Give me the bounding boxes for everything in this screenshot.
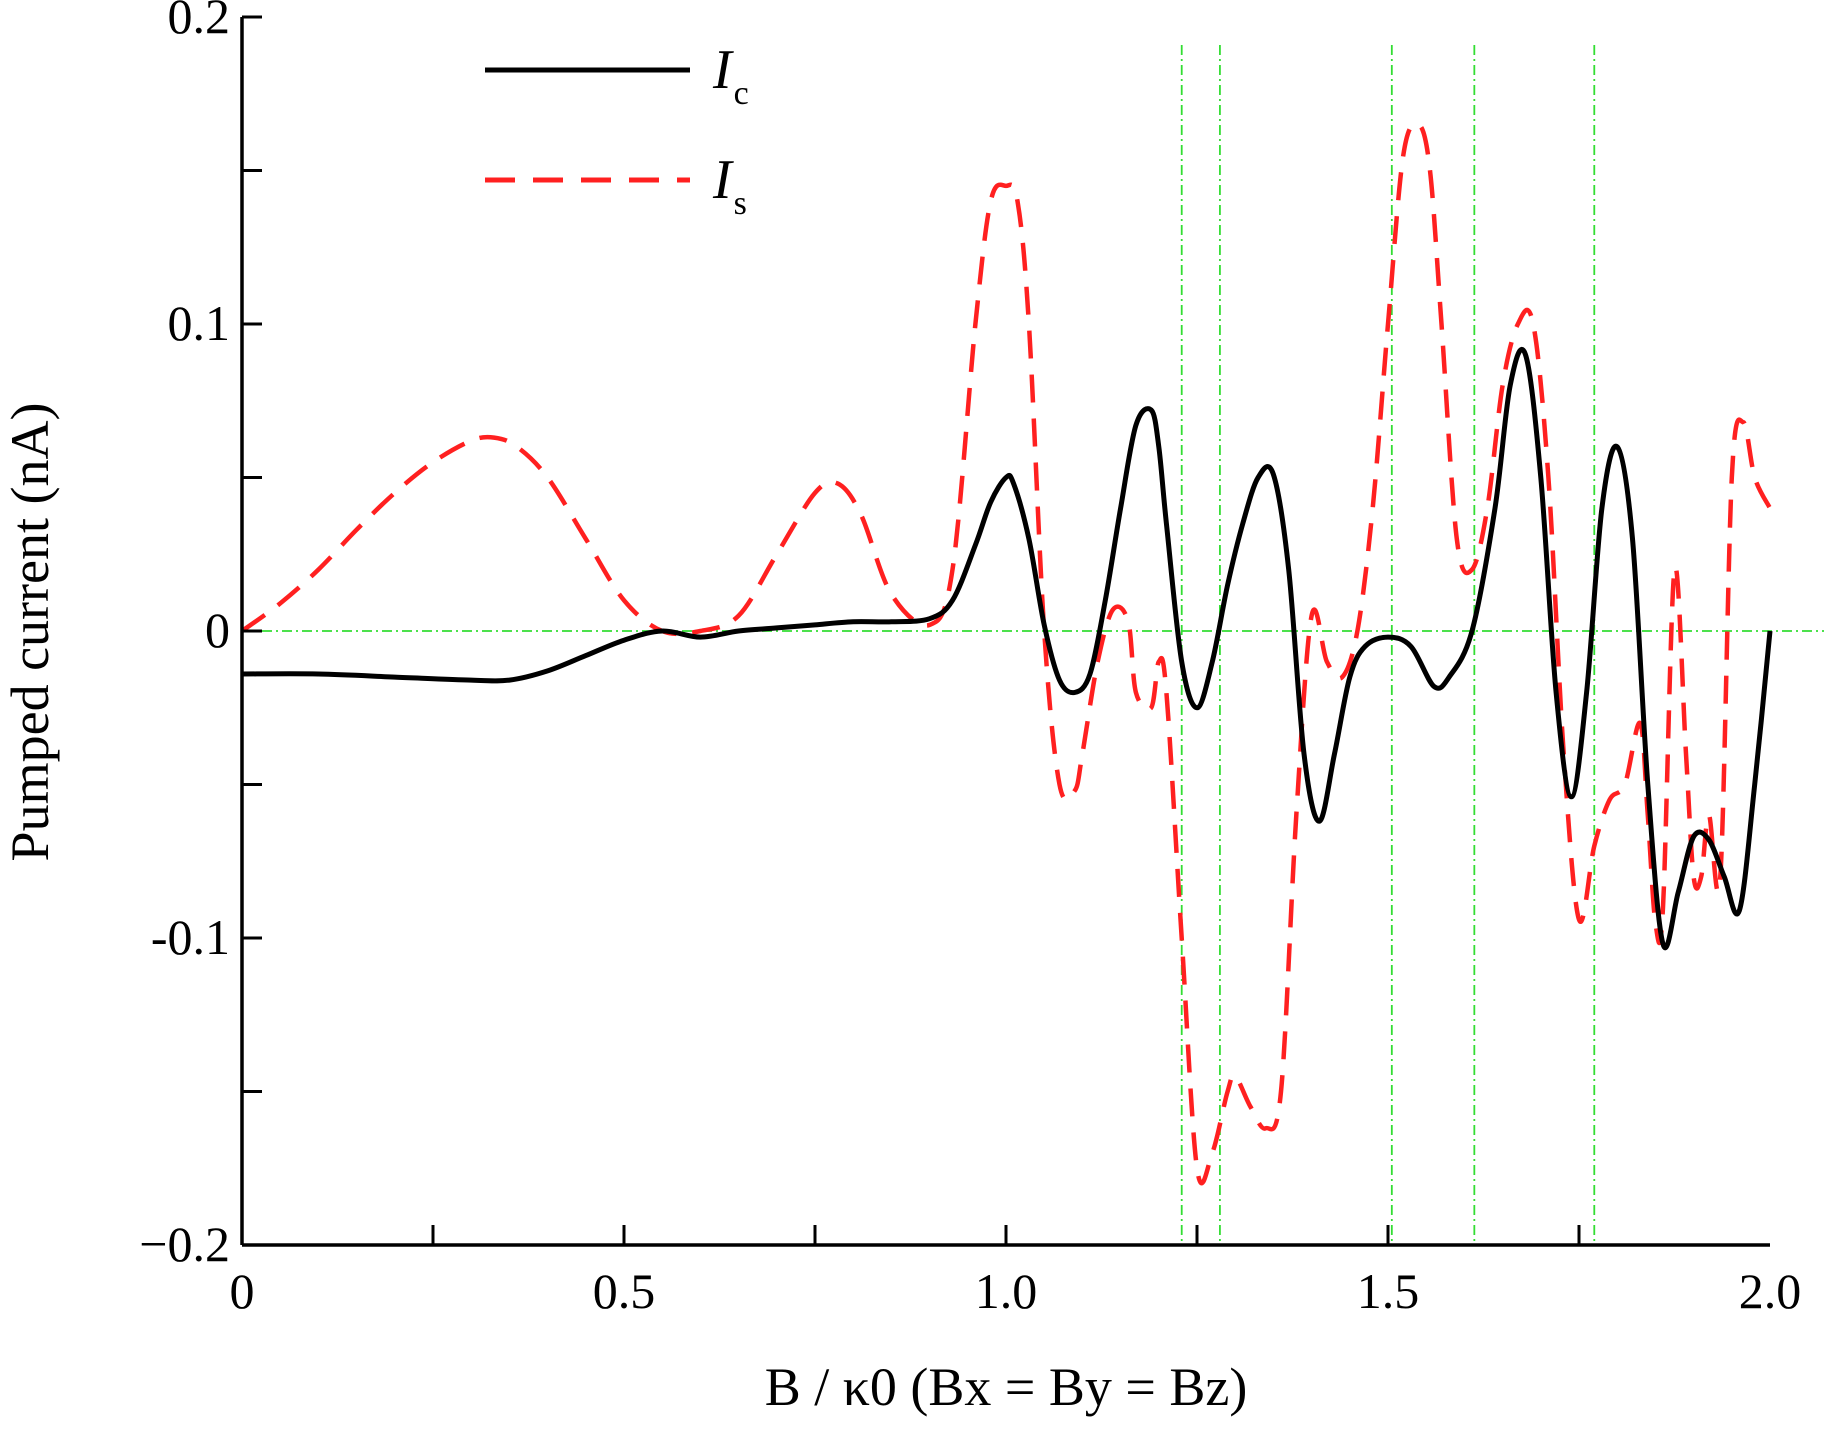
legend-label-is: Is <box>712 149 747 222</box>
y-ticks: 0.2 0.1 0 -0.1 −0.2 <box>139 0 262 1272</box>
series-line-ic <box>241 346 1773 950</box>
x-tick-label: 1.0 <box>975 1263 1038 1319</box>
series-layer <box>240 121 1773 1186</box>
x-tick-label: 0 <box>230 1263 255 1319</box>
y-tick-label: 0.1 <box>168 295 231 351</box>
y-axis-title: Pumped current (nA) <box>0 403 60 862</box>
x-tick-label: 0.5 <box>593 1263 656 1319</box>
x-tick-label: 2.0 <box>1739 1263 1802 1319</box>
x-tick-label: 1.5 <box>1357 1263 1420 1319</box>
legend-label-ic: Ic <box>712 39 749 112</box>
y-tick-label: -0.1 <box>151 909 230 965</box>
y-tick-label: 0 <box>205 602 230 658</box>
x-axis-title: B / κ0 (Bx = By = Bz) <box>765 1357 1248 1417</box>
y-tick-label: 0.2 <box>168 0 231 44</box>
legend: Ic Is <box>485 39 749 222</box>
y-tick-label: −0.2 <box>139 1216 230 1272</box>
x-ticks: 0 0.5 1.0 1.5 2.0 <box>230 1225 1802 1319</box>
series-line-is <box>240 121 1773 1186</box>
